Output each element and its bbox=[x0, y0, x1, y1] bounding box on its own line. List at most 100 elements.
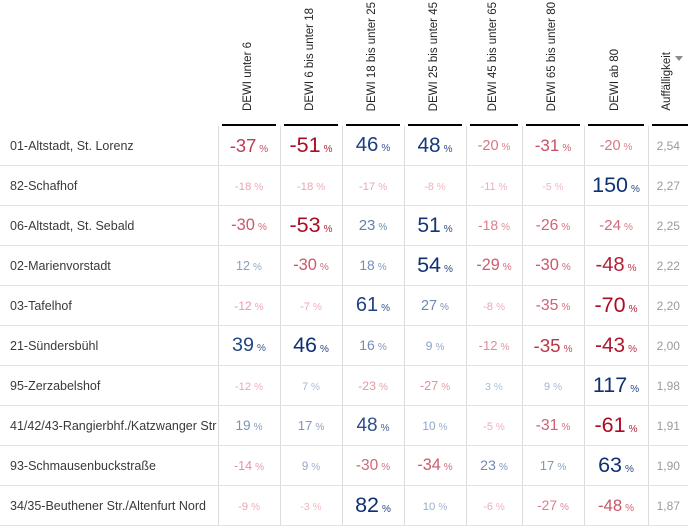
row-label[interactable]: 21-Sündersbühl bbox=[0, 325, 218, 366]
value-cell[interactable]: -12% bbox=[217, 285, 280, 326]
score-cell[interactable]: 2,00 bbox=[647, 325, 688, 366]
value-cell[interactable]: 18% bbox=[341, 245, 404, 286]
value-cell[interactable]: -51% bbox=[279, 126, 342, 166]
value-cell[interactable]: 7% bbox=[279, 365, 342, 406]
value-cell[interactable]: -27% bbox=[403, 365, 466, 406]
value-cell[interactable]: -5% bbox=[465, 405, 522, 446]
row-label[interactable]: 06-Altstadt, St. Sebald bbox=[0, 205, 218, 246]
row-label[interactable]: 93-Schmausenbuckstraße bbox=[0, 445, 218, 486]
value-cell[interactable]: -70% bbox=[583, 285, 648, 326]
value-cell[interactable]: -34% bbox=[403, 445, 466, 486]
value-cell[interactable]: -61% bbox=[583, 405, 648, 446]
value-cell[interactable]: 150% bbox=[583, 165, 648, 206]
score-cell[interactable]: 2,54 bbox=[647, 126, 688, 166]
value-cell[interactable]: -27% bbox=[521, 485, 584, 526]
value-cell[interactable]: -43% bbox=[583, 325, 648, 366]
score-cell[interactable]: 2,25 bbox=[647, 205, 688, 246]
value-cell[interactable]: -29% bbox=[465, 245, 522, 286]
row-label[interactable]: 03-Tafelhof bbox=[0, 285, 218, 326]
value-cell[interactable]: -20% bbox=[465, 126, 522, 166]
value-cell[interactable]: -8% bbox=[465, 285, 522, 326]
value-cell[interactable]: -31% bbox=[521, 126, 584, 166]
value-cell[interactable]: 10% bbox=[403, 405, 466, 446]
value-cell[interactable]: 46% bbox=[341, 126, 404, 166]
row-label[interactable]: 34/35-Beuthener Str./Altenfurt Nord bbox=[0, 485, 218, 526]
value-cell[interactable]: -30% bbox=[341, 445, 404, 486]
value-cell[interactable]: -12% bbox=[217, 365, 280, 406]
value-cell[interactable]: -6% bbox=[465, 485, 522, 526]
score-cell[interactable]: 2,20 bbox=[647, 285, 688, 326]
row-label[interactable]: 02-Marienvorstadt bbox=[0, 245, 218, 286]
value-cell[interactable]: -7% bbox=[279, 285, 342, 326]
value-cell[interactable]: -12% bbox=[465, 325, 522, 366]
value-cell[interactable]: 46% bbox=[279, 325, 342, 366]
value-cell[interactable]: 9% bbox=[403, 325, 466, 366]
value-cell[interactable]: 48% bbox=[403, 126, 466, 166]
column-header-dewi-18-bis-unter-25[interactable]: DEWI 18 bis unter 25 bbox=[342, 0, 404, 126]
value-cell[interactable]: 39% bbox=[217, 325, 280, 366]
column-header-dewi-ab-80[interactable]: DEWI ab 80 bbox=[584, 0, 648, 126]
row-label[interactable]: 95-Zerzabelshof bbox=[0, 365, 218, 406]
value-cell[interactable]: -37% bbox=[217, 126, 280, 166]
column-header-dewi-unter-6[interactable]: DEWI unter 6 bbox=[218, 0, 280, 126]
value-cell[interactable]: -18% bbox=[279, 165, 342, 206]
value-cell[interactable]: 10% bbox=[403, 485, 466, 526]
value-cell[interactable]: -30% bbox=[521, 245, 584, 286]
value-cell[interactable]: -5% bbox=[521, 165, 584, 206]
value-cell[interactable]: -30% bbox=[217, 205, 280, 246]
value-cell[interactable]: -18% bbox=[465, 205, 522, 246]
value-cell[interactable]: 54% bbox=[403, 245, 466, 286]
value-cell[interactable]: 9% bbox=[521, 365, 584, 406]
value-cell[interactable]: 23% bbox=[465, 445, 522, 486]
value-cell[interactable]: 51% bbox=[403, 205, 466, 246]
row-label[interactable]: 82-Schafhof bbox=[0, 165, 218, 206]
column-header-auffaelligkeit[interactable]: Auffälligkeit bbox=[648, 0, 688, 126]
value-cell[interactable]: -3% bbox=[279, 485, 342, 526]
value-cell[interactable]: -8% bbox=[403, 165, 466, 206]
value-cell[interactable]: 17% bbox=[521, 445, 584, 486]
value-cell[interactable]: -9% bbox=[217, 485, 280, 526]
value-cell[interactable]: 27% bbox=[403, 285, 466, 326]
column-header-dewi-45-bis-unter-65[interactable]: DEWI 45 bis unter 65 bbox=[466, 0, 522, 126]
value-cell[interactable]: 17% bbox=[279, 405, 342, 446]
value-number: -34 bbox=[417, 456, 441, 474]
value-cell[interactable]: 3% bbox=[465, 365, 522, 406]
column-header-dewi-6-bis-unter-18[interactable]: DEWI 6 bis unter 18 bbox=[280, 0, 342, 126]
value-cell[interactable]: -20% bbox=[583, 126, 648, 166]
value-cell[interactable]: -24% bbox=[583, 205, 648, 246]
row-label[interactable]: 41/42/43-Rangierbhf./Katzwanger Str bbox=[0, 405, 218, 446]
value-cell[interactable]: -48% bbox=[583, 485, 648, 526]
value-cell[interactable]: -26% bbox=[521, 205, 584, 246]
value-cell[interactable]: 9% bbox=[279, 445, 342, 486]
value-cell[interactable]: -48% bbox=[583, 245, 648, 286]
row-label[interactable]: 01-Altstadt, St. Lorenz bbox=[0, 126, 218, 166]
value-cell[interactable]: -35% bbox=[521, 325, 584, 366]
value-cell[interactable]: 16% bbox=[341, 325, 404, 366]
value-cell[interactable]: 48% bbox=[341, 405, 404, 446]
score-cell[interactable]: 1,87 bbox=[647, 485, 688, 526]
column-header-dewi-25-bis-unter-45[interactable]: DEWI 25 bis unter 45 bbox=[404, 0, 466, 126]
value-cell[interactable]: 63% bbox=[583, 445, 648, 486]
value-cell[interactable]: 12% bbox=[217, 245, 280, 286]
value-cell[interactable]: 19% bbox=[217, 405, 280, 446]
column-header-dewi-65-bis-unter-80[interactable]: DEWI 65 bis unter 80 bbox=[522, 0, 584, 126]
value-cell[interactable]: 61% bbox=[341, 285, 404, 326]
value-cell[interactable]: -11% bbox=[465, 165, 522, 206]
score-cell[interactable]: 1,98 bbox=[647, 365, 688, 406]
header-underline bbox=[588, 124, 644, 126]
value-cell[interactable]: 23% bbox=[341, 205, 404, 246]
score-cell[interactable]: 2,22 bbox=[647, 245, 688, 286]
value-cell[interactable]: -53% bbox=[279, 205, 342, 246]
value-cell[interactable]: -23% bbox=[341, 365, 404, 406]
score-cell[interactable]: 1,91 bbox=[647, 405, 688, 446]
value-cell[interactable]: -14% bbox=[217, 445, 280, 486]
value-cell[interactable]: 117% bbox=[583, 365, 648, 406]
value-cell[interactable]: -18% bbox=[217, 165, 280, 206]
score-cell[interactable]: 2,27 bbox=[647, 165, 688, 206]
value-cell[interactable]: 82% bbox=[341, 485, 404, 526]
value-cell[interactable]: -17% bbox=[341, 165, 404, 206]
value-cell[interactable]: -31% bbox=[521, 405, 584, 446]
score-cell[interactable]: 1,90 bbox=[647, 445, 688, 486]
value-cell[interactable]: -30% bbox=[279, 245, 342, 286]
value-cell[interactable]: -35% bbox=[521, 285, 584, 326]
